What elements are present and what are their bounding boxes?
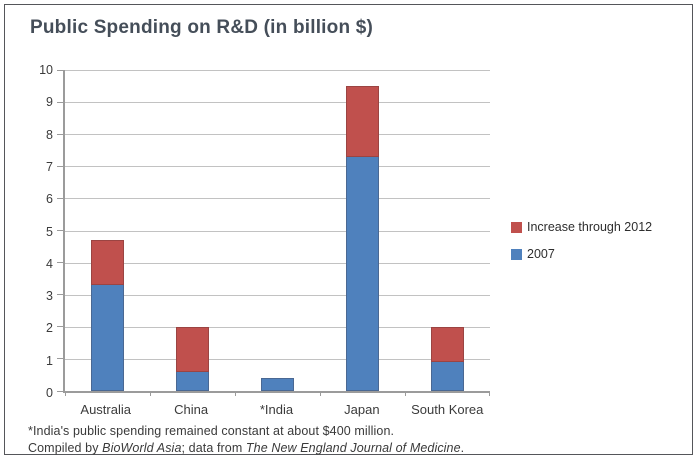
x-tick-mark xyxy=(65,391,66,396)
bar-segment-increase-through-2012 xyxy=(91,240,124,286)
gridline xyxy=(65,70,490,71)
bar-segment-2007 xyxy=(346,156,379,391)
y-tick-label: 6 xyxy=(46,192,53,207)
y-tick-mark xyxy=(57,390,63,392)
legend-label: 2007 xyxy=(527,247,555,261)
y-tick-label: 8 xyxy=(46,127,53,142)
chart-title: Public Spending on R&D (in billion $) xyxy=(30,17,374,38)
bar-segment-increase-through-2012 xyxy=(346,86,379,157)
gridline xyxy=(65,326,490,328)
gridline xyxy=(65,358,490,360)
y-tick-mark xyxy=(57,358,63,360)
bar-india xyxy=(235,70,320,391)
legend-item: Increase through 2012 xyxy=(511,220,652,234)
gridline xyxy=(65,262,490,264)
x-tick-mark xyxy=(235,391,236,396)
plot-area xyxy=(57,69,490,396)
y-axis-labels: 0 1 2 3 4 5 6 7 8 9 10 xyxy=(17,63,53,400)
legend-swatch-icon xyxy=(511,248,522,260)
legend: Increase through 2012 2007 xyxy=(511,220,652,261)
bar-segment-2007 xyxy=(91,285,124,391)
bar-segment-2007 xyxy=(261,378,294,391)
y-tick-mark xyxy=(57,133,63,135)
y-tick-label: 0 xyxy=(46,386,53,400)
y-tick-mark xyxy=(57,262,63,264)
y-tick-label: 9 xyxy=(46,95,53,110)
x-axis-label: *India xyxy=(259,402,294,417)
bar-segment-2007 xyxy=(176,371,209,391)
x-tick-mark xyxy=(405,391,406,396)
bar-china xyxy=(150,70,235,391)
bar-segment-increase-through-2012 xyxy=(176,326,209,372)
legend-label: Increase through 2012 xyxy=(527,220,653,234)
y-tick-mark xyxy=(57,230,63,231)
x-axis-label: Japan xyxy=(344,402,380,417)
gridline xyxy=(65,294,490,296)
gridline xyxy=(65,102,490,104)
y-tick-label: 1 xyxy=(46,353,53,368)
x-tick-mark xyxy=(489,391,490,396)
footnote-source-italic-segment: BioWorld Asia xyxy=(102,441,182,455)
x-tick-mark xyxy=(320,391,321,396)
x-axis-label: China xyxy=(174,402,209,417)
y-tick-label: 3 xyxy=(46,289,53,304)
bar-segment-2007 xyxy=(431,362,464,391)
y-tick-mark xyxy=(57,294,63,296)
gridline xyxy=(65,198,490,200)
bar-australia xyxy=(65,70,150,391)
y-tick-mark xyxy=(57,101,63,103)
bar-japan xyxy=(320,70,405,391)
x-tick-mark xyxy=(150,391,151,396)
y-tick-label: 2 xyxy=(46,321,53,336)
gridline xyxy=(65,166,490,168)
x-axis-label: South Korea xyxy=(411,402,484,417)
y-tick-mark xyxy=(57,69,63,71)
y-tick-mark xyxy=(57,197,63,199)
footnote-source-segment: ; data from xyxy=(181,441,246,455)
footnote-india: *India's public spending remained consta… xyxy=(28,424,395,438)
footnote-source: Compiled by BioWorld Asia; data from The… xyxy=(28,441,464,455)
gridline xyxy=(65,230,490,232)
gridline xyxy=(65,134,490,136)
chart-frame: Public Spending on R&D (in billion $) 0 1… xyxy=(4,4,693,455)
footnote-source-segment: . xyxy=(460,441,465,455)
footnote-source-italic-segment: The New England Journal of Medicine xyxy=(245,441,461,455)
x-axis-labels: Australia China *India Japan South Korea xyxy=(63,402,490,417)
y-tick-mark xyxy=(57,326,63,328)
bar-segment-increase-through-2012 xyxy=(431,326,464,363)
bar-southkorea xyxy=(405,70,490,391)
y-tick-label: 4 xyxy=(46,256,53,271)
y-tick-label: 7 xyxy=(46,159,53,174)
y-tick-label: 10 xyxy=(39,63,53,77)
y-tick-label: 5 xyxy=(46,224,53,239)
legend-item: 2007 xyxy=(511,247,652,261)
x-axis-label: Australia xyxy=(80,402,131,417)
legend-swatch-icon xyxy=(511,221,522,233)
footnote-source-segment: Compiled by xyxy=(28,441,103,455)
y-tick-mark xyxy=(57,165,63,167)
